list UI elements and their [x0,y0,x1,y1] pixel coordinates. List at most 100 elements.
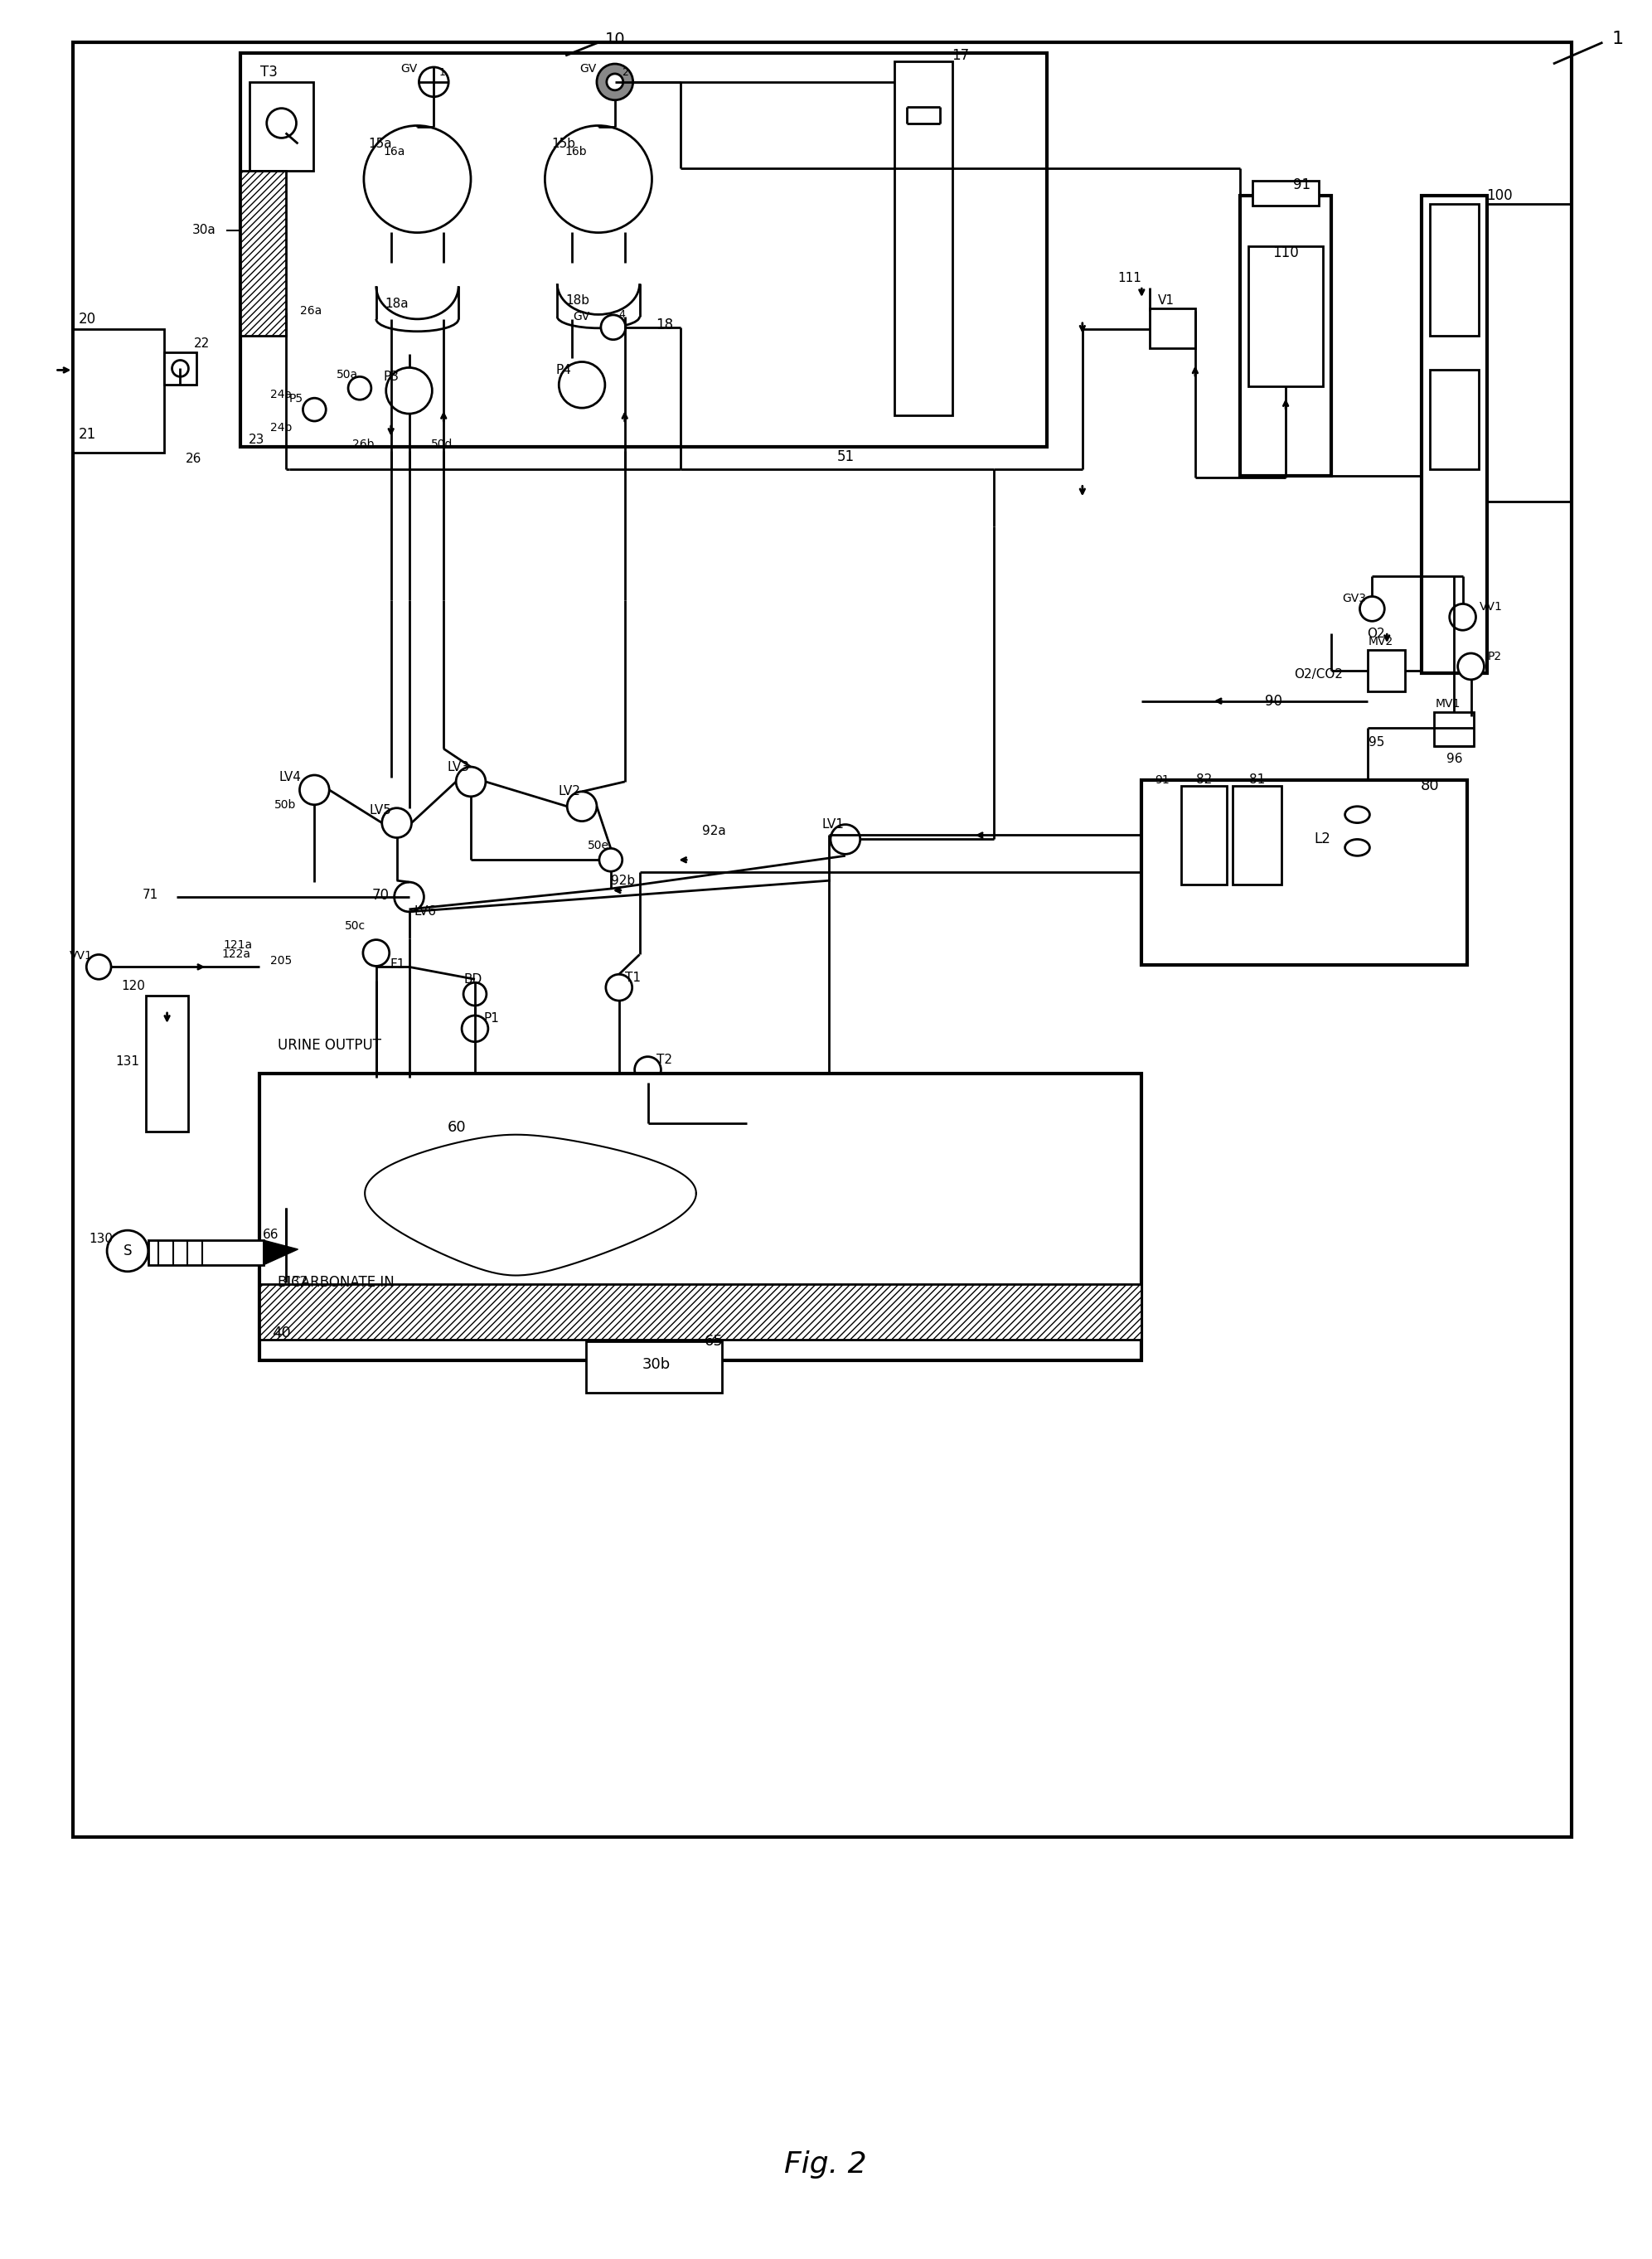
Text: 111: 111 [1117,271,1142,285]
Text: 120: 120 [121,980,145,992]
Text: LV1: LV1 [821,818,844,831]
Bar [895,61,952,416]
Circle shape [463,1017,487,1041]
Bar [259,1283,1142,1340]
Text: O2/CO2: O2/CO2 [1294,669,1343,680]
Text: LV6: LV6 [415,906,436,917]
Text: 26b: 26b [352,438,373,450]
Circle shape [420,68,449,97]
Text: 121a: 121a [223,940,253,951]
Text: 21: 21 [78,427,96,443]
Text: 91: 91 [1294,178,1312,192]
Bar [249,81,314,172]
Text: 92b: 92b [611,874,634,888]
Text: 18a: 18a [385,298,408,309]
Bar [1429,370,1479,470]
Text: 51: 51 [836,450,854,463]
Text: P3: P3 [383,370,398,382]
Text: GV: GV [580,63,596,75]
Circle shape [601,314,626,339]
Text: MV2: MV2 [1368,637,1393,648]
Text: 40: 40 [273,1326,291,1340]
Circle shape [464,983,486,1005]
Ellipse shape [1345,840,1370,856]
Circle shape [107,1231,149,1272]
Text: LV4: LV4 [279,770,301,784]
Text: 50a: 50a [337,368,358,382]
Circle shape [172,359,188,377]
Text: 22: 22 [193,337,210,350]
Circle shape [363,940,390,967]
Text: BD: BD [464,974,482,985]
Circle shape [600,849,623,872]
Text: 10: 10 [605,32,624,47]
Bar [149,1240,263,1265]
Circle shape [634,1057,661,1082]
Circle shape [1360,596,1384,621]
Text: 15b: 15b [552,138,577,149]
Bar [259,1073,1142,1360]
Text: 91: 91 [1155,775,1170,786]
Text: 50c: 50c [345,919,367,931]
Text: VV1: VV1 [69,951,93,962]
Text: P2: P2 [1487,651,1502,662]
Text: 20: 20 [78,312,96,328]
Text: 30a: 30a [192,224,216,237]
Text: 130: 130 [89,1233,112,1245]
Text: 205: 205 [271,956,292,967]
Text: LV3: LV3 [448,761,469,773]
Text: T2: T2 [656,1053,672,1066]
Text: 15a: 15a [368,138,392,149]
Text: GV: GV [400,63,418,75]
Text: 110: 110 [1272,246,1298,260]
Text: 95: 95 [1368,736,1384,748]
Text: 1: 1 [1612,32,1624,47]
Circle shape [558,361,605,409]
Text: 65: 65 [704,1335,724,1349]
Text: 18b: 18b [565,294,590,307]
Text: 18: 18 [656,316,672,332]
Text: 82: 82 [1196,775,1213,786]
Text: T3: T3 [261,66,278,79]
Circle shape [456,766,486,797]
Text: VV1: VV1 [1479,601,1502,612]
Text: P5: P5 [289,393,304,404]
Bar [1241,197,1332,474]
Circle shape [302,398,325,420]
Text: Fig. 2: Fig. 2 [785,2151,867,2178]
Text: T1: T1 [624,971,641,985]
Text: LV2: LV2 [558,786,582,797]
Circle shape [1449,603,1475,630]
Polygon shape [263,1240,297,1265]
Text: 132: 132 [284,1276,307,1288]
Text: P1: P1 [484,1012,499,1026]
Bar [1421,197,1487,673]
Text: 50e: 50e [588,840,610,852]
Circle shape [1457,653,1483,680]
Text: V1: V1 [1158,294,1175,307]
Text: 26a: 26a [301,305,322,316]
Text: GV3: GV3 [1341,594,1366,605]
Text: S: S [124,1242,132,1258]
Circle shape [606,75,623,90]
Text: 24b: 24b [271,422,292,434]
Circle shape [349,377,372,400]
Text: 70: 70 [372,888,388,904]
Text: 17: 17 [952,47,970,63]
Text: 24a: 24a [271,389,292,400]
Text: 66: 66 [263,1229,279,1240]
Circle shape [831,825,861,854]
Circle shape [382,809,411,838]
Bar [1368,651,1406,691]
Bar [1142,779,1467,965]
Circle shape [363,127,471,233]
Text: 92a: 92a [702,825,725,838]
Bar [1252,181,1318,206]
Text: 131: 131 [116,1055,140,1069]
Bar [240,54,1047,447]
Text: MV1: MV1 [1436,698,1460,709]
Bar [73,43,1571,1837]
Circle shape [266,108,296,138]
Bar [1181,786,1226,886]
Circle shape [86,956,111,978]
